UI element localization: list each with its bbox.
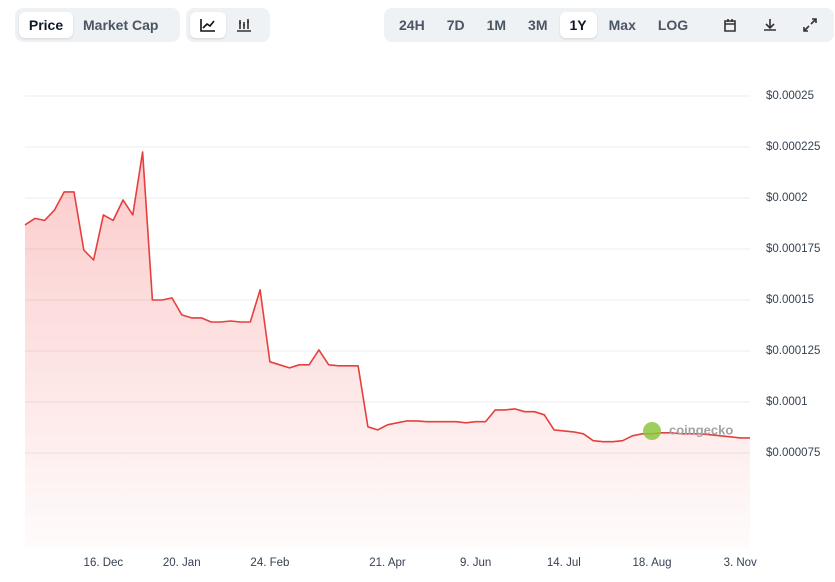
icon	[764, 19, 776, 31]
range-button[interactable]: 1Y	[559, 12, 597, 38]
icon	[724, 19, 736, 32]
tab[interactable]: Market Cap	[83, 17, 159, 33]
x-tick-label: 16. Dec	[84, 557, 124, 569]
metric-tabs: Price Market Cap	[15, 8, 180, 42]
range-button[interactable]: 1M	[486, 17, 507, 33]
icon	[200, 19, 215, 32]
x-tick-label: 20. Jan	[163, 557, 201, 569]
y-tick-label: $0.00025	[766, 90, 814, 102]
x-tick-label: 14. Jul	[547, 557, 581, 569]
range-tabs: 24H 7D 1M 3M 1Y Max LOG	[384, 8, 834, 42]
x-tick-label: 3. Nov	[724, 557, 757, 569]
y-tick-label: $0.000175	[766, 243, 820, 255]
area	[25, 152, 750, 548]
watermark-logo	[643, 422, 661, 440]
y-tick-label: $0.000125	[766, 345, 820, 357]
y-tick-label: $0.000225	[766, 141, 820, 153]
x-tick-label: 9. Jun	[460, 557, 491, 569]
range-button[interactable]: Max	[608, 17, 636, 33]
tab[interactable]: Price	[19, 12, 73, 38]
x-tick-label: 24. Feb	[250, 557, 289, 569]
icon-button[interactable]	[750, 12, 790, 38]
watermark: coingecko	[669, 422, 733, 437]
x-tick-label: 18. Aug	[633, 557, 672, 569]
candle-chart-button[interactable]	[226, 12, 262, 38]
y-tick-label: $0.0002	[766, 192, 808, 204]
line-chart-button[interactable]	[190, 12, 226, 38]
range-button[interactable]: 7D	[446, 17, 465, 33]
icon-button[interactable]	[710, 12, 750, 38]
icon	[803, 18, 817, 32]
chart-style	[186, 8, 270, 42]
icon	[237, 19, 251, 32]
x-tick-label: 21. Apr	[369, 557, 406, 569]
icon-button[interactable]	[790, 12, 830, 38]
range-button[interactable]: LOG	[657, 17, 689, 33]
y-tick-label: $0.00015	[766, 294, 814, 306]
line	[24, 151, 750, 443]
y-tick-label: $0.000075	[766, 447, 820, 459]
range-button[interactable]: 24H	[399, 17, 425, 33]
y-tick-label: $0.0001	[766, 396, 808, 408]
range-button[interactable]: 3M	[528, 17, 548, 33]
